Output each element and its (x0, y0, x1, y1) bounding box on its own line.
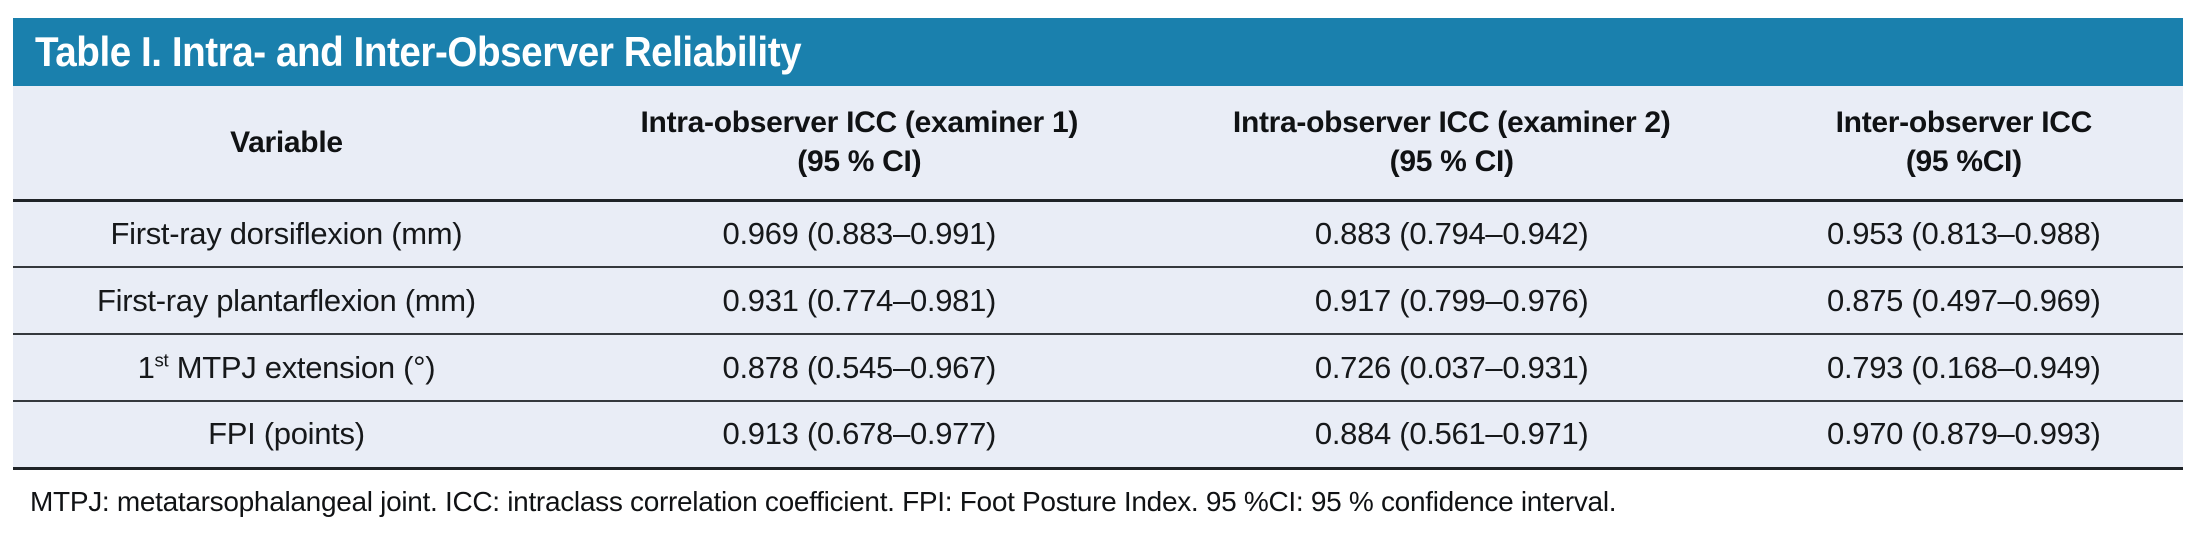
header-line2: (95 % CI) (1389, 145, 1514, 179)
variable-base: 1 (137, 349, 155, 385)
cell-icc-examiner2: 0.726 (0.037–0.931) (1158, 334, 1745, 402)
table-title-bar: Table I. Intra- and Inter-Observer Relia… (13, 18, 2183, 86)
variable-superscript: st (154, 349, 169, 371)
cell-icc-examiner1: 0.913 (0.678–0.977) (559, 401, 1159, 470)
cell-icc-examiner2: 0.884 (0.561–0.971) (1158, 401, 1745, 470)
header-intra-observer-icc-examiner1: Intra-observer ICC (examiner 1) (95 % CI… (559, 86, 1159, 202)
reliability-table: Variable Intra-observer ICC (examiner 1)… (13, 86, 2183, 470)
table-row-first-ray-plantarflexion: First-ray plantarflexion (mm) 0.931 (0.7… (13, 267, 2183, 335)
cell-icc-examiner1: 0.931 (0.774–0.981) (559, 267, 1159, 335)
header-intra-observer-icc-examiner2: Intra-observer ICC (examiner 2) (95 % CI… (1158, 86, 1745, 202)
cell-inter-observer-icc: 0.970 (0.879–0.993) (1744, 401, 2183, 470)
header-line1: Intra-observer ICC (examiner 2) (1232, 106, 1671, 140)
table-row-fpi: FPI (points) 0.913 (0.678–0.977) 0.884 (… (13, 401, 2183, 470)
header-line2: (95 % CI) (797, 145, 922, 179)
header-line1: Inter-observer ICC (1835, 106, 2093, 140)
table-title: Table I. Intra- and Inter-Observer Relia… (35, 28, 802, 75)
cell-variable: FPI (points) (13, 401, 560, 470)
header-variable: Variable (13, 86, 560, 202)
cell-variable: First-ray plantarflexion (mm) (13, 267, 560, 335)
header-line2: (95 %CI) (1905, 145, 2022, 179)
variable-rest: MTPJ extension (°) (168, 349, 436, 385)
cell-inter-observer-icc: 0.953 (0.813–0.988) (1744, 200, 2183, 268)
cell-inter-observer-icc: 0.875 (0.497–0.969) (1744, 267, 2183, 335)
table-header-row: Variable Intra-observer ICC (examiner 1)… (13, 86, 2183, 202)
cell-icc-examiner2: 0.917 (0.799–0.976) (1158, 267, 1745, 335)
cell-inter-observer-icc: 0.793 (0.168–0.949) (1744, 334, 2183, 402)
table-row-mtpj-extension: 1st MTPJ extension (°) 0.878 (0.545–0.96… (13, 334, 2183, 402)
cell-icc-examiner1: 0.878 (0.545–0.967) (559, 334, 1159, 402)
table-row-first-ray-dorsiflexion: First-ray dorsiflexion (mm) 0.969 (0.883… (13, 200, 2183, 268)
header-inter-observer-icc: Inter-observer ICC (95 %CI) (1744, 86, 2183, 202)
table-footnote: MTPJ: metatarsophalangeal joint. ICC: in… (30, 486, 1617, 517)
header-line1: Intra-observer ICC (examiner 1) (640, 106, 1079, 140)
header-variable-label: Variable (230, 125, 343, 159)
cell-variable: First-ray dorsiflexion (mm) (13, 200, 560, 268)
cell-icc-examiner1: 0.969 (0.883–0.991) (559, 200, 1159, 268)
cell-icc-examiner2: 0.883 (0.794–0.942) (1158, 200, 1745, 268)
cell-variable: 1st MTPJ extension (°) (13, 334, 560, 402)
